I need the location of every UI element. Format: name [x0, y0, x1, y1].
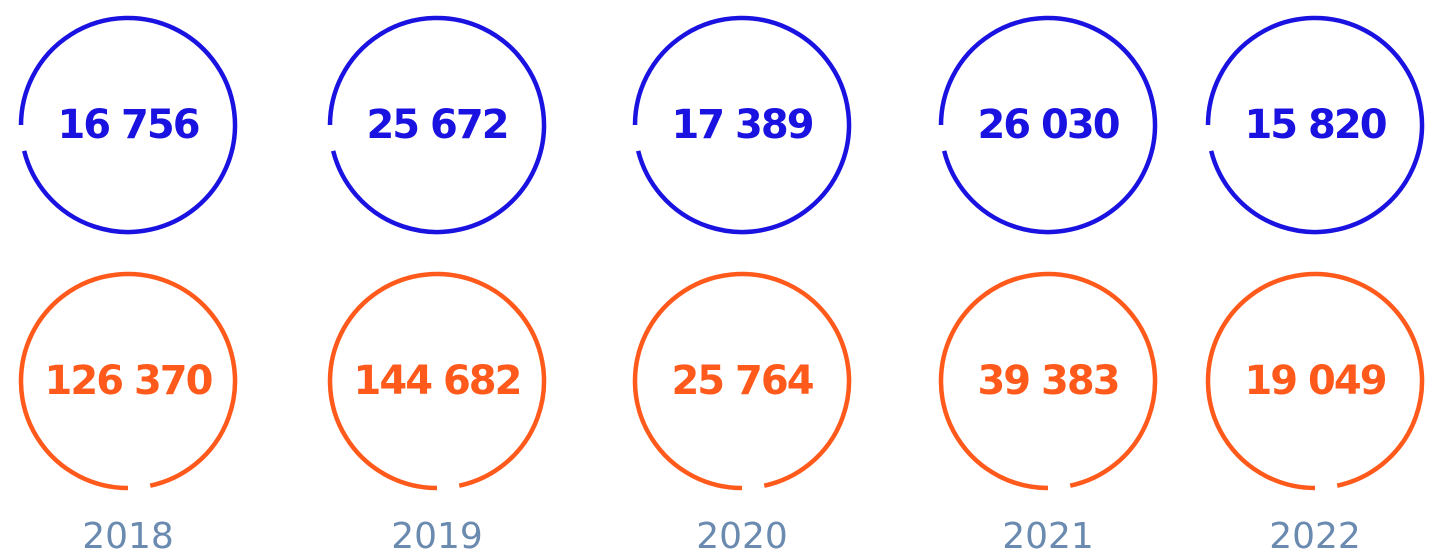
- blue-ring: [327, 15, 547, 235]
- top-value: 16 756: [57, 102, 198, 148]
- blue-ring: [1205, 15, 1425, 235]
- bottom-value: 126 370: [45, 358, 212, 404]
- orange-ring: [1205, 271, 1425, 491]
- top-value: 26 030: [977, 102, 1118, 148]
- bottom-value: 144 682: [354, 358, 521, 404]
- bottom-value: 19 049: [1244, 358, 1385, 404]
- top-value: 25 672: [366, 102, 507, 148]
- orange-ring: [938, 271, 1158, 491]
- orange-ring: [327, 271, 547, 491]
- blue-ring: [632, 15, 852, 235]
- bottom-value: 39 383: [977, 358, 1118, 404]
- year-label: 2022: [1269, 516, 1361, 553]
- year-label: 2018: [82, 516, 174, 553]
- top-value: 17 389: [671, 102, 812, 148]
- bottom-value: 25 764: [671, 358, 812, 404]
- blue-ring: [938, 15, 1158, 235]
- orange-ring: [632, 271, 852, 491]
- orange-ring: [18, 271, 238, 491]
- blue-ring: [18, 15, 238, 235]
- year-label: 2020: [696, 516, 788, 553]
- year-label: 2019: [391, 516, 483, 553]
- top-value: 15 820: [1244, 102, 1385, 148]
- year-label: 2021: [1002, 516, 1094, 553]
